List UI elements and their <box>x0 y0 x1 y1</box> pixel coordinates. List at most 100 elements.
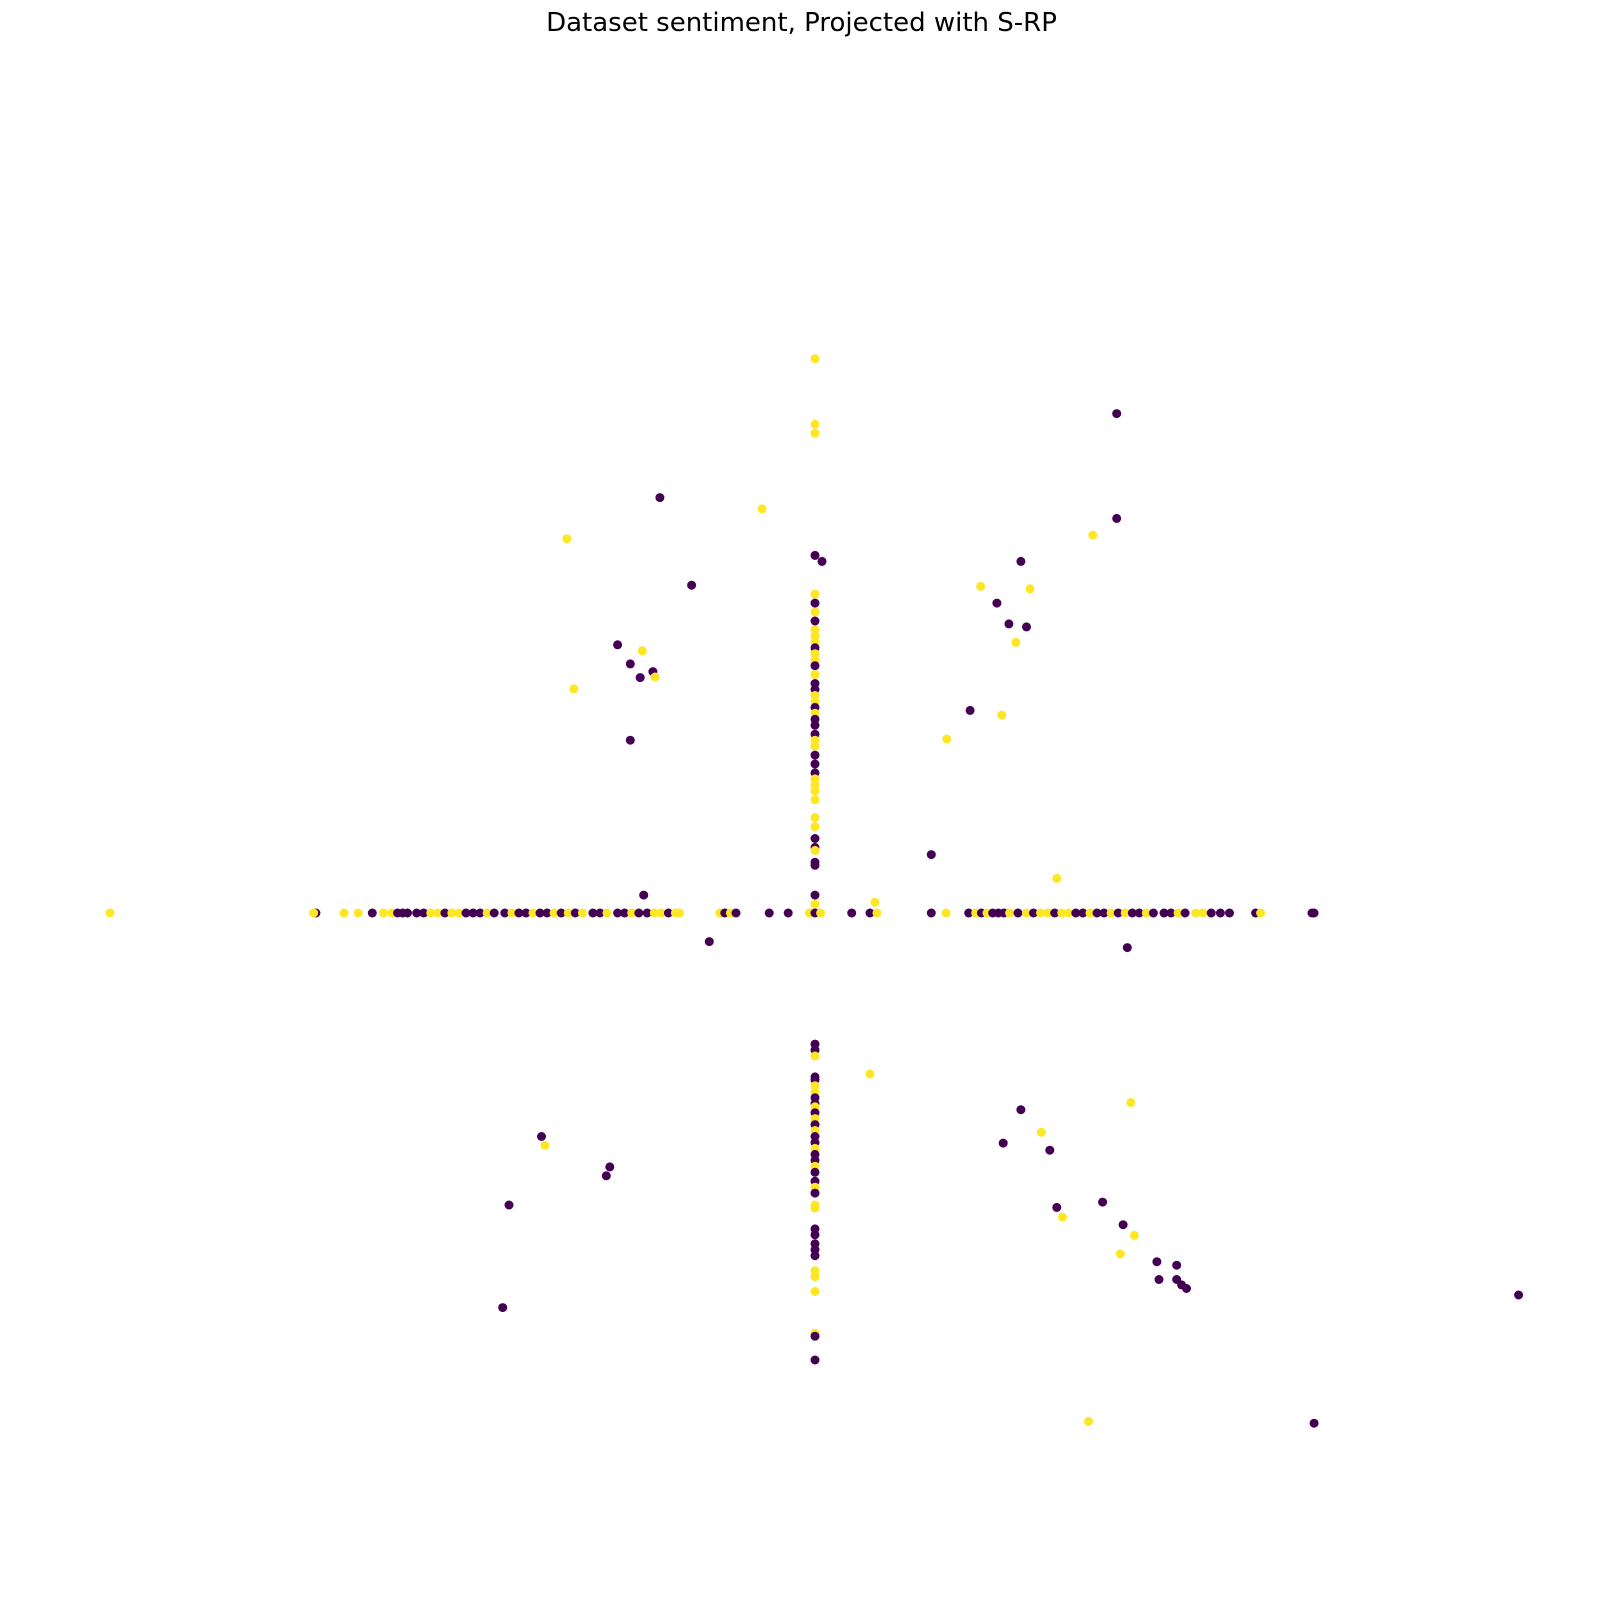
data-point-124 <box>649 908 659 918</box>
data-point-33 <box>810 786 820 796</box>
data-point-185 <box>757 504 767 514</box>
data-point-171 <box>1159 908 1169 918</box>
data-point-230 <box>1154 1275 1164 1284</box>
data-point-112 <box>556 908 566 918</box>
data-point-120 <box>620 908 630 918</box>
data-point-150 <box>1005 908 1015 918</box>
data-point-123 <box>642 908 652 918</box>
data-point-79 <box>810 890 820 900</box>
data-point-86 <box>367 908 377 918</box>
data-point-215 <box>1122 943 1132 953</box>
data-point-194 <box>569 684 579 694</box>
data-point-107 <box>521 908 531 918</box>
data-point-115 <box>577 908 587 918</box>
data-point-106 <box>514 908 524 918</box>
data-point-108 <box>528 908 538 918</box>
data-point-125 <box>656 908 666 918</box>
data-point-205 <box>1011 637 1021 647</box>
data-point-167 <box>1127 908 1137 918</box>
data-point-178 <box>1215 908 1225 918</box>
data-point-226 <box>1129 1230 1139 1240</box>
data-point-200 <box>976 581 986 591</box>
data-point-192 <box>650 672 660 682</box>
data-point-121 <box>627 908 637 918</box>
data-point-198 <box>1088 530 1098 540</box>
data-point-0 <box>810 354 820 364</box>
data-point-219 <box>1036 1127 1046 1137</box>
data-point-211 <box>1052 873 1062 883</box>
data-point-203 <box>1004 619 1014 629</box>
data-point-242 <box>498 1303 508 1313</box>
data-point-156 <box>1050 908 1060 918</box>
data-point-132 <box>731 908 741 918</box>
data-point-117 <box>595 908 605 918</box>
data-point-29 <box>810 759 820 769</box>
data-point-40 <box>810 860 820 870</box>
data-point-183 <box>1309 908 1319 918</box>
data-point-217 <box>1126 1098 1136 1107</box>
data-point-5 <box>810 589 820 599</box>
data-point-181 <box>1256 908 1266 918</box>
data-point-152 <box>1022 908 1031 918</box>
data-point-153 <box>1029 908 1038 918</box>
data-point-78 <box>810 845 820 855</box>
data-point-128 <box>675 908 685 918</box>
data-point-188 <box>613 640 623 650</box>
data-point-237 <box>537 1132 546 1141</box>
data-point-7 <box>810 607 820 617</box>
data-point-98 <box>454 908 464 918</box>
data-point-76 <box>810 1331 820 1341</box>
data-point-8 <box>810 616 820 626</box>
data-point-141 <box>926 908 936 918</box>
data-point-168 <box>1134 908 1144 918</box>
data-point-139 <box>865 908 875 918</box>
data-point-105 <box>507 908 517 918</box>
data-point-220 <box>998 1138 1008 1148</box>
data-point-189 <box>637 646 647 656</box>
data-point-216 <box>865 1069 875 1079</box>
data-point-228 <box>1152 1257 1162 1267</box>
data-point-37 <box>810 834 820 843</box>
data-point-104 <box>500 908 510 918</box>
data-point-163 <box>1099 908 1109 918</box>
data-point-74 <box>810 1287 820 1296</box>
data-point-85 <box>353 908 363 918</box>
data-point-84 <box>339 908 349 918</box>
data-point-172 <box>1166 908 1176 918</box>
data-point-170 <box>1148 908 1158 918</box>
data-point-138 <box>847 908 857 918</box>
data-point-233 <box>1182 1284 1191 1293</box>
data-point-93 <box>419 908 429 918</box>
data-point-190 <box>625 659 635 669</box>
data-point-94 <box>426 908 436 918</box>
data-point-161 <box>1085 908 1095 918</box>
data-point-114 <box>570 908 580 918</box>
data-point-212 <box>639 890 649 900</box>
data-point-227 <box>1115 1249 1125 1259</box>
chart-title: Dataset sentiment, Projected with S-RP <box>546 8 1057 38</box>
data-point-169 <box>1141 908 1151 918</box>
data-point-140 <box>872 908 882 918</box>
data-point-154 <box>1036 908 1046 918</box>
data-point-238 <box>540 1140 550 1150</box>
data-point-162 <box>1092 908 1102 918</box>
data-point-197 <box>1112 513 1122 523</box>
data-point-174 <box>1180 908 1190 918</box>
data-point-2 <box>810 428 820 438</box>
data-point-43 <box>810 1051 820 1061</box>
data-point-109 <box>535 908 545 918</box>
data-point-204 <box>1022 622 1031 632</box>
data-point-225 <box>1118 1220 1128 1230</box>
data-point-213 <box>870 897 880 907</box>
data-point-202 <box>992 598 1002 608</box>
data-point-206 <box>965 705 975 715</box>
data-point-101 <box>475 908 485 918</box>
data-point-166 <box>1120 908 1130 918</box>
data-point-35 <box>810 813 820 823</box>
data-point-176 <box>1198 908 1208 918</box>
data-point-224 <box>1058 1212 1067 1222</box>
data-point-71 <box>810 1251 820 1261</box>
data-point-73 <box>810 1272 820 1282</box>
data-point-87 <box>379 908 388 918</box>
data-point-218 <box>1016 1105 1026 1115</box>
